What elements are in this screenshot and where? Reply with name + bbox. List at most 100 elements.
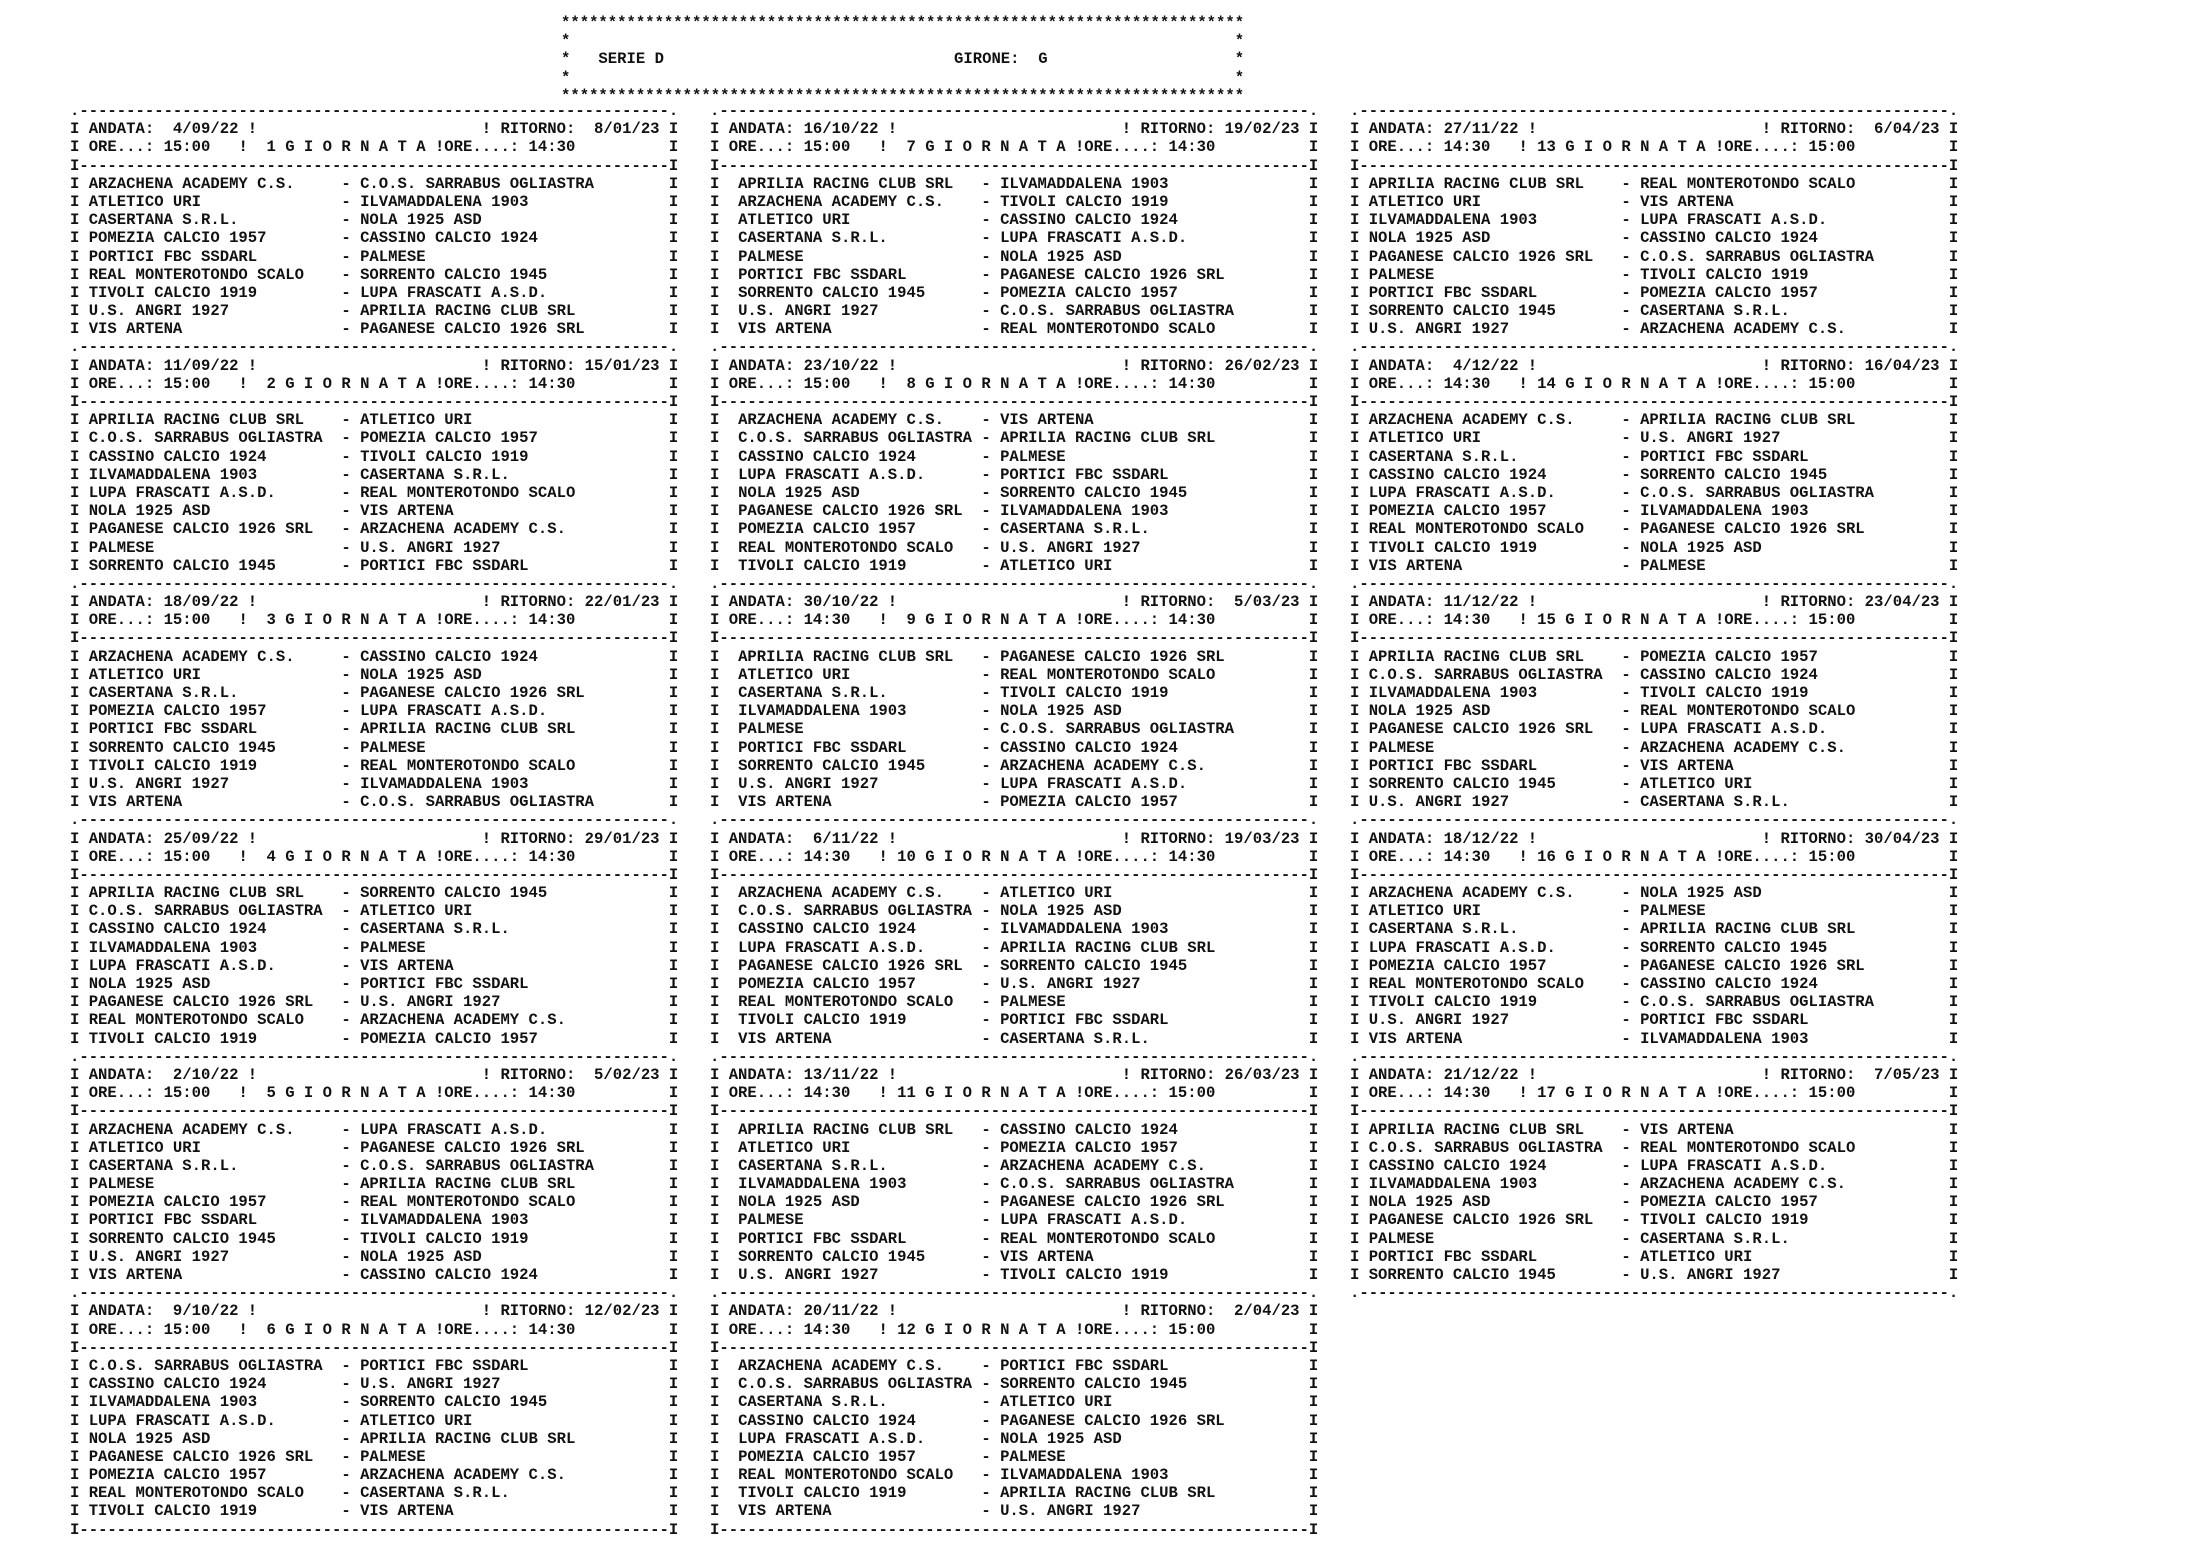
border: I xyxy=(710,538,720,557)
border: I xyxy=(1948,411,1959,430)
border: I xyxy=(1308,1065,1319,1084)
border: I xyxy=(1948,1065,1959,1084)
match-row: I PALMESE - CASERTANA S.R.L. I xyxy=(1350,1230,1958,1248)
star-border-left: * xyxy=(561,68,571,87)
away-team: PALMESE xyxy=(360,938,426,957)
home-team: ARZACHENA ACADEMY C.S. xyxy=(88,647,295,666)
ore-ritorno-label: ORE....: xyxy=(444,847,520,866)
home-team: ILVAMADDALENA 1903 xyxy=(88,938,258,957)
match-row: I REAL MONTEROTONDO SCALO - CASSINO CALCIO … xyxy=(1350,975,1958,993)
andata-date: 21/12/22 ! xyxy=(1443,1065,1538,1084)
border: I xyxy=(1948,1029,1959,1048)
divider-line: I---------------------------------------… xyxy=(710,865,1319,884)
border: I xyxy=(1948,1084,1959,1103)
home-team: LUPA FRASCATI A.S.D. xyxy=(88,483,276,502)
away-team: ATLETICO URI xyxy=(1000,556,1113,575)
ritorno-label: ! RITORNO: xyxy=(1761,593,1856,612)
border: I xyxy=(70,920,80,939)
away-team: ATLETICO URI xyxy=(360,1411,473,1430)
border: I xyxy=(668,829,679,848)
separator: .---------------------------------------… xyxy=(70,575,678,593)
home-team: U.S. ANGRI 1927 xyxy=(738,302,879,321)
match-row: I ARZACHENA ACADEMY C.S. - C.O.S. SARRABUS … xyxy=(70,175,678,193)
away-team: CASERTANA S.R.L. xyxy=(360,465,510,484)
match-row: I ILVAMADDALENA 1903 - SORRENTO CALCIO 1945… xyxy=(70,1393,678,1411)
away-team: ATLETICO URI xyxy=(360,902,473,921)
home-team: ATLETICO URI xyxy=(1368,429,1481,448)
dash: - xyxy=(981,1393,991,1412)
home-team: POMEZIA CALCIO 1957 xyxy=(738,975,916,993)
match-row: I NOLA 1925 ASD - SORRENTO CALCIO 1945 I xyxy=(710,484,1318,502)
home-team: VIS ARTENA xyxy=(88,320,183,339)
dash: - xyxy=(341,774,351,793)
border: I xyxy=(710,756,720,775)
away-team: CASSINO CALCIO 1924 xyxy=(360,647,538,666)
match-row: I APRILIA RACING CLUB SRL - SORRENTO CALCIO… xyxy=(70,884,678,902)
border: I xyxy=(1350,774,1360,793)
away-team: ILVAMADDALENA 1903 xyxy=(1000,502,1169,521)
border: I xyxy=(1308,1156,1319,1175)
sep: ! xyxy=(878,138,888,157)
dash: - xyxy=(341,920,351,939)
away-team: C.O.S. SARRABUS OGLIASTRA xyxy=(1640,483,1875,502)
away-team: ARZACHENA ACADEMY C.S. xyxy=(1640,1175,1846,1194)
home-team: CASSINO CALCIO 1924 xyxy=(88,447,267,466)
home-team: ILVAMADDALENA 1903 xyxy=(738,702,907,721)
andata-date: 16/10/22 ! xyxy=(803,120,898,139)
border: I xyxy=(1948,1011,1959,1030)
giornata-label: G I O R N A T A xyxy=(1565,611,1706,630)
away-team: ATLETICO URI xyxy=(1640,1247,1753,1266)
match-row: I CASERTANA S.R.L. - LUPA FRASCATI A.S.D. I xyxy=(710,229,1318,247)
divider: I---------------------------------------… xyxy=(710,157,1318,175)
divider: I---------------------------------------… xyxy=(70,1102,678,1120)
match-row: I PORTICI FBC SSDARL - REAL MONTEROTONDO SC… xyxy=(710,1230,1318,1248)
match-row: I PALMESE - APRILIA RACING CLUB SRL I xyxy=(70,1175,678,1193)
border: I xyxy=(70,483,80,502)
divider-line: I---------------------------------------… xyxy=(710,393,1319,411)
ore-row: I ORE...: 14:30! 15 G I O R N A T A! ORE....:… xyxy=(1350,611,1958,629)
border: I xyxy=(1948,647,1959,666)
ritorno-date: 8/01/23 xyxy=(584,120,660,139)
match-row: I ARZACHENA ACADEMY C.S. - CASSINO CALCIO 1… xyxy=(70,648,678,666)
andata-date: 25/09/22 ! xyxy=(163,829,258,848)
match-row: I C.O.S. SARRABUS OGLIASTRA - PORTICI FBC S… xyxy=(70,1357,678,1375)
ritorno-label: ! RITORNO: xyxy=(1761,120,1856,139)
match-row: I LUPA FRASCATI A.S.D. - APRILIA RACING CLU… xyxy=(710,939,1318,957)
away-team: PAGANESE CALCIO 1926 SRL xyxy=(1640,956,1865,975)
dash: - xyxy=(1621,447,1631,466)
andata-label: ANDATA: xyxy=(88,1302,155,1321)
home-team: PORTICI FBC SSDARL xyxy=(738,265,907,284)
dash: - xyxy=(981,1175,991,1194)
home-team: PALMESE xyxy=(88,538,155,557)
dash: - xyxy=(981,192,991,211)
match-row: I REAL MONTEROTONDO SCALO - CASERTANA S.R.L… xyxy=(70,1484,678,1502)
dash: - xyxy=(981,211,991,230)
divider-line: I---------------------------------------… xyxy=(710,156,1319,175)
match-row: I PALMESE - LUPA FRASCATI A.S.D. I xyxy=(710,1211,1318,1229)
separator: .---------------------------------------… xyxy=(710,575,1318,593)
dash: - xyxy=(341,556,351,575)
border: I xyxy=(668,320,679,339)
dash: - xyxy=(341,1029,351,1048)
away-team: VIS ARTENA xyxy=(360,1502,454,1521)
ore-ritorno: 15:00 xyxy=(1808,138,1856,157)
home-team: VIS ARTENA xyxy=(1368,556,1463,575)
match-row: I APRILIA RACING CLUB SRL - REAL MONTEROTON… xyxy=(1350,175,1958,193)
border: I xyxy=(668,593,679,612)
home-team: PAGANESE CALCIO 1926 SRL xyxy=(1368,720,1594,739)
giornata-label: G I O R N A T A xyxy=(1565,1084,1706,1103)
match-row: I SORRENTO CALCIO 1945 - TIVOLI CALCIO 1919… xyxy=(70,1230,678,1248)
column-rounds-7-12: .---------------------------------------… xyxy=(710,102,1318,1539)
home-team: TIVOLI CALCIO 1919 xyxy=(738,1484,907,1503)
ore-andata-label: ORE...: xyxy=(728,847,795,866)
ritorno-date: 16/04/23 xyxy=(1864,356,1940,375)
star-border-bottom: ****************************************… xyxy=(561,86,1245,105)
away-team: SORRENTO CALCIO 1945 xyxy=(360,1393,548,1412)
ore-andata: 15:00 xyxy=(803,138,851,157)
dash: - xyxy=(981,774,991,793)
home-team: ARZACHENA ACADEMY C.S. xyxy=(1368,411,1575,430)
away-team: REAL MONTEROTONDO SCALO xyxy=(1000,1229,1216,1248)
andata-label: ANDATA: xyxy=(728,356,795,375)
dash: - xyxy=(341,902,351,921)
